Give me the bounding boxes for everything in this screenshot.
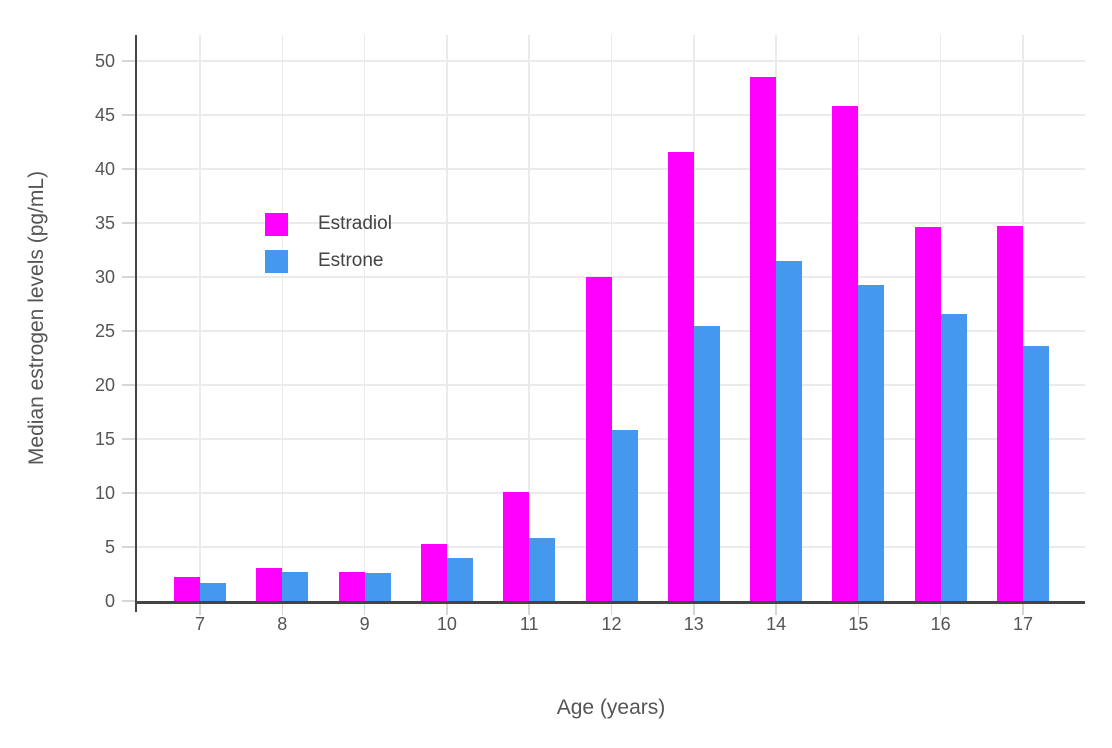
x-tick-label-14: 14	[766, 614, 787, 634]
legend-item-estrone[interactable]: Estrone	[265, 249, 383, 273]
estradiol-bar-age-13[interactable]	[667, 151, 694, 601]
x-tick-mark-7	[199, 603, 201, 615]
estradiol-bar-age-16[interactable]	[914, 227, 941, 601]
x-tick-mark-8	[281, 603, 284, 615]
estradiol-bar-age-10[interactable]	[420, 543, 447, 601]
estradiol-bar-age-14[interactable]	[750, 77, 777, 601]
y-tick-mark-40	[121, 168, 136, 170]
y-axis-line	[134, 35, 137, 612]
y-tick-label-10: 10	[94, 483, 115, 503]
estrone-bar-age-13[interactable]	[693, 325, 720, 601]
y-tick-mark-45	[121, 114, 136, 116]
y-tick-label-5: 5	[104, 537, 115, 557]
y-tick-label-15: 15	[94, 429, 115, 449]
x-axis-line	[134, 601, 1085, 604]
estradiol-bar-age-15[interactable]	[832, 106, 859, 601]
y-tick-mark-10	[121, 492, 136, 494]
estrone-bar-age-16[interactable]	[940, 313, 967, 601]
y-tick-mark-35	[121, 222, 136, 224]
x-tick-mark-13	[693, 603, 695, 615]
legend-label-estradiol: Estradiol	[318, 213, 392, 234]
x-tick-mark-12	[610, 603, 613, 615]
y-axis-title: Median estrogen levels (pg/mL)	[25, 170, 48, 466]
x-tick-label-13: 13	[683, 614, 704, 634]
estradiol-bar-age-7[interactable]	[174, 577, 200, 601]
x-tick-label-11: 11	[519, 614, 539, 634]
y-tick-mark-5	[121, 546, 136, 548]
x-axis-title: Age (years)	[556, 696, 666, 719]
y-tick-label-35: 35	[94, 213, 115, 233]
estrone-bar-age-15[interactable]	[858, 284, 885, 601]
y-tick-mark-20	[121, 384, 136, 386]
x-tick-mark-14	[775, 603, 777, 615]
x-tick-mark-9	[363, 603, 366, 615]
y-tick-label-25: 25	[94, 321, 115, 341]
estrone-bar-age-17[interactable]	[1023, 346, 1049, 601]
x-gridline-12	[610, 35, 613, 601]
y-tick-mark-30	[121, 276, 136, 278]
estrone-bar-age-9[interactable]	[364, 572, 391, 601]
x-tick-label-9: 9	[359, 614, 370, 634]
x-tick-label-17: 17	[1012, 614, 1034, 634]
estradiol-bar-age-17[interactable]	[997, 226, 1023, 601]
y-tick-label-0: 0	[104, 591, 115, 611]
estrone-bar-age-7[interactable]	[200, 582, 226, 601]
x-tick-mark-10	[446, 603, 448, 615]
x-tick-label-8: 8	[277, 614, 288, 634]
x-tick-label-10: 10	[436, 614, 457, 634]
x-tick-mark-17	[1022, 603, 1024, 615]
y-tick-mark-0	[121, 600, 136, 602]
x-tick-label-12: 12	[601, 614, 622, 634]
x-gridline-7	[199, 35, 201, 601]
estrone-bar-age-12[interactable]	[611, 430, 638, 601]
y-tick-mark-50	[121, 60, 136, 62]
x-tick-label-15: 15	[848, 614, 869, 634]
legend-item-estradiol[interactable]: Estradiol	[265, 212, 392, 236]
x-gridline-10	[446, 35, 448, 601]
x-gridline-11	[528, 35, 530, 601]
legend-swatch-estrone	[265, 249, 288, 273]
estrone-bar-age-8[interactable]	[282, 571, 309, 601]
x-gridline-17	[1022, 35, 1024, 601]
y-tick-label-20: 20	[94, 375, 115, 395]
x-gridline-9	[363, 35, 366, 601]
y-tick-mark-25	[121, 330, 136, 332]
estradiol-bar-age-8[interactable]	[256, 567, 283, 601]
estrone-bar-age-10[interactable]	[446, 557, 473, 601]
x-tick-mark-16	[939, 603, 942, 615]
legend-swatch-estradiol	[265, 212, 288, 236]
estradiol-bar-age-11[interactable]	[503, 491, 530, 601]
estradiol-bar-age-12[interactable]	[585, 277, 612, 601]
estradiol-bar-age-9[interactable]	[338, 571, 365, 601]
y-tick-label-30: 30	[94, 267, 115, 287]
x-tick-mark-11	[528, 603, 530, 615]
y-tick-mark-15	[121, 438, 136, 440]
legend-label-estrone: Estrone	[318, 250, 384, 271]
x-tick-mark-15	[857, 603, 860, 615]
y-tick-label-50: 50	[94, 51, 115, 71]
y-tick-label-45: 45	[94, 105, 115, 125]
estrone-bar-age-14[interactable]	[776, 260, 803, 601]
estrone-bar-age-11[interactable]	[529, 538, 556, 601]
x-tick-label-7: 7	[194, 614, 205, 634]
x-gridline-13	[693, 35, 695, 601]
y-tick-label-40: 40	[94, 159, 115, 179]
x-tick-label-16: 16	[930, 614, 951, 634]
x-gridline-8	[281, 35, 284, 601]
